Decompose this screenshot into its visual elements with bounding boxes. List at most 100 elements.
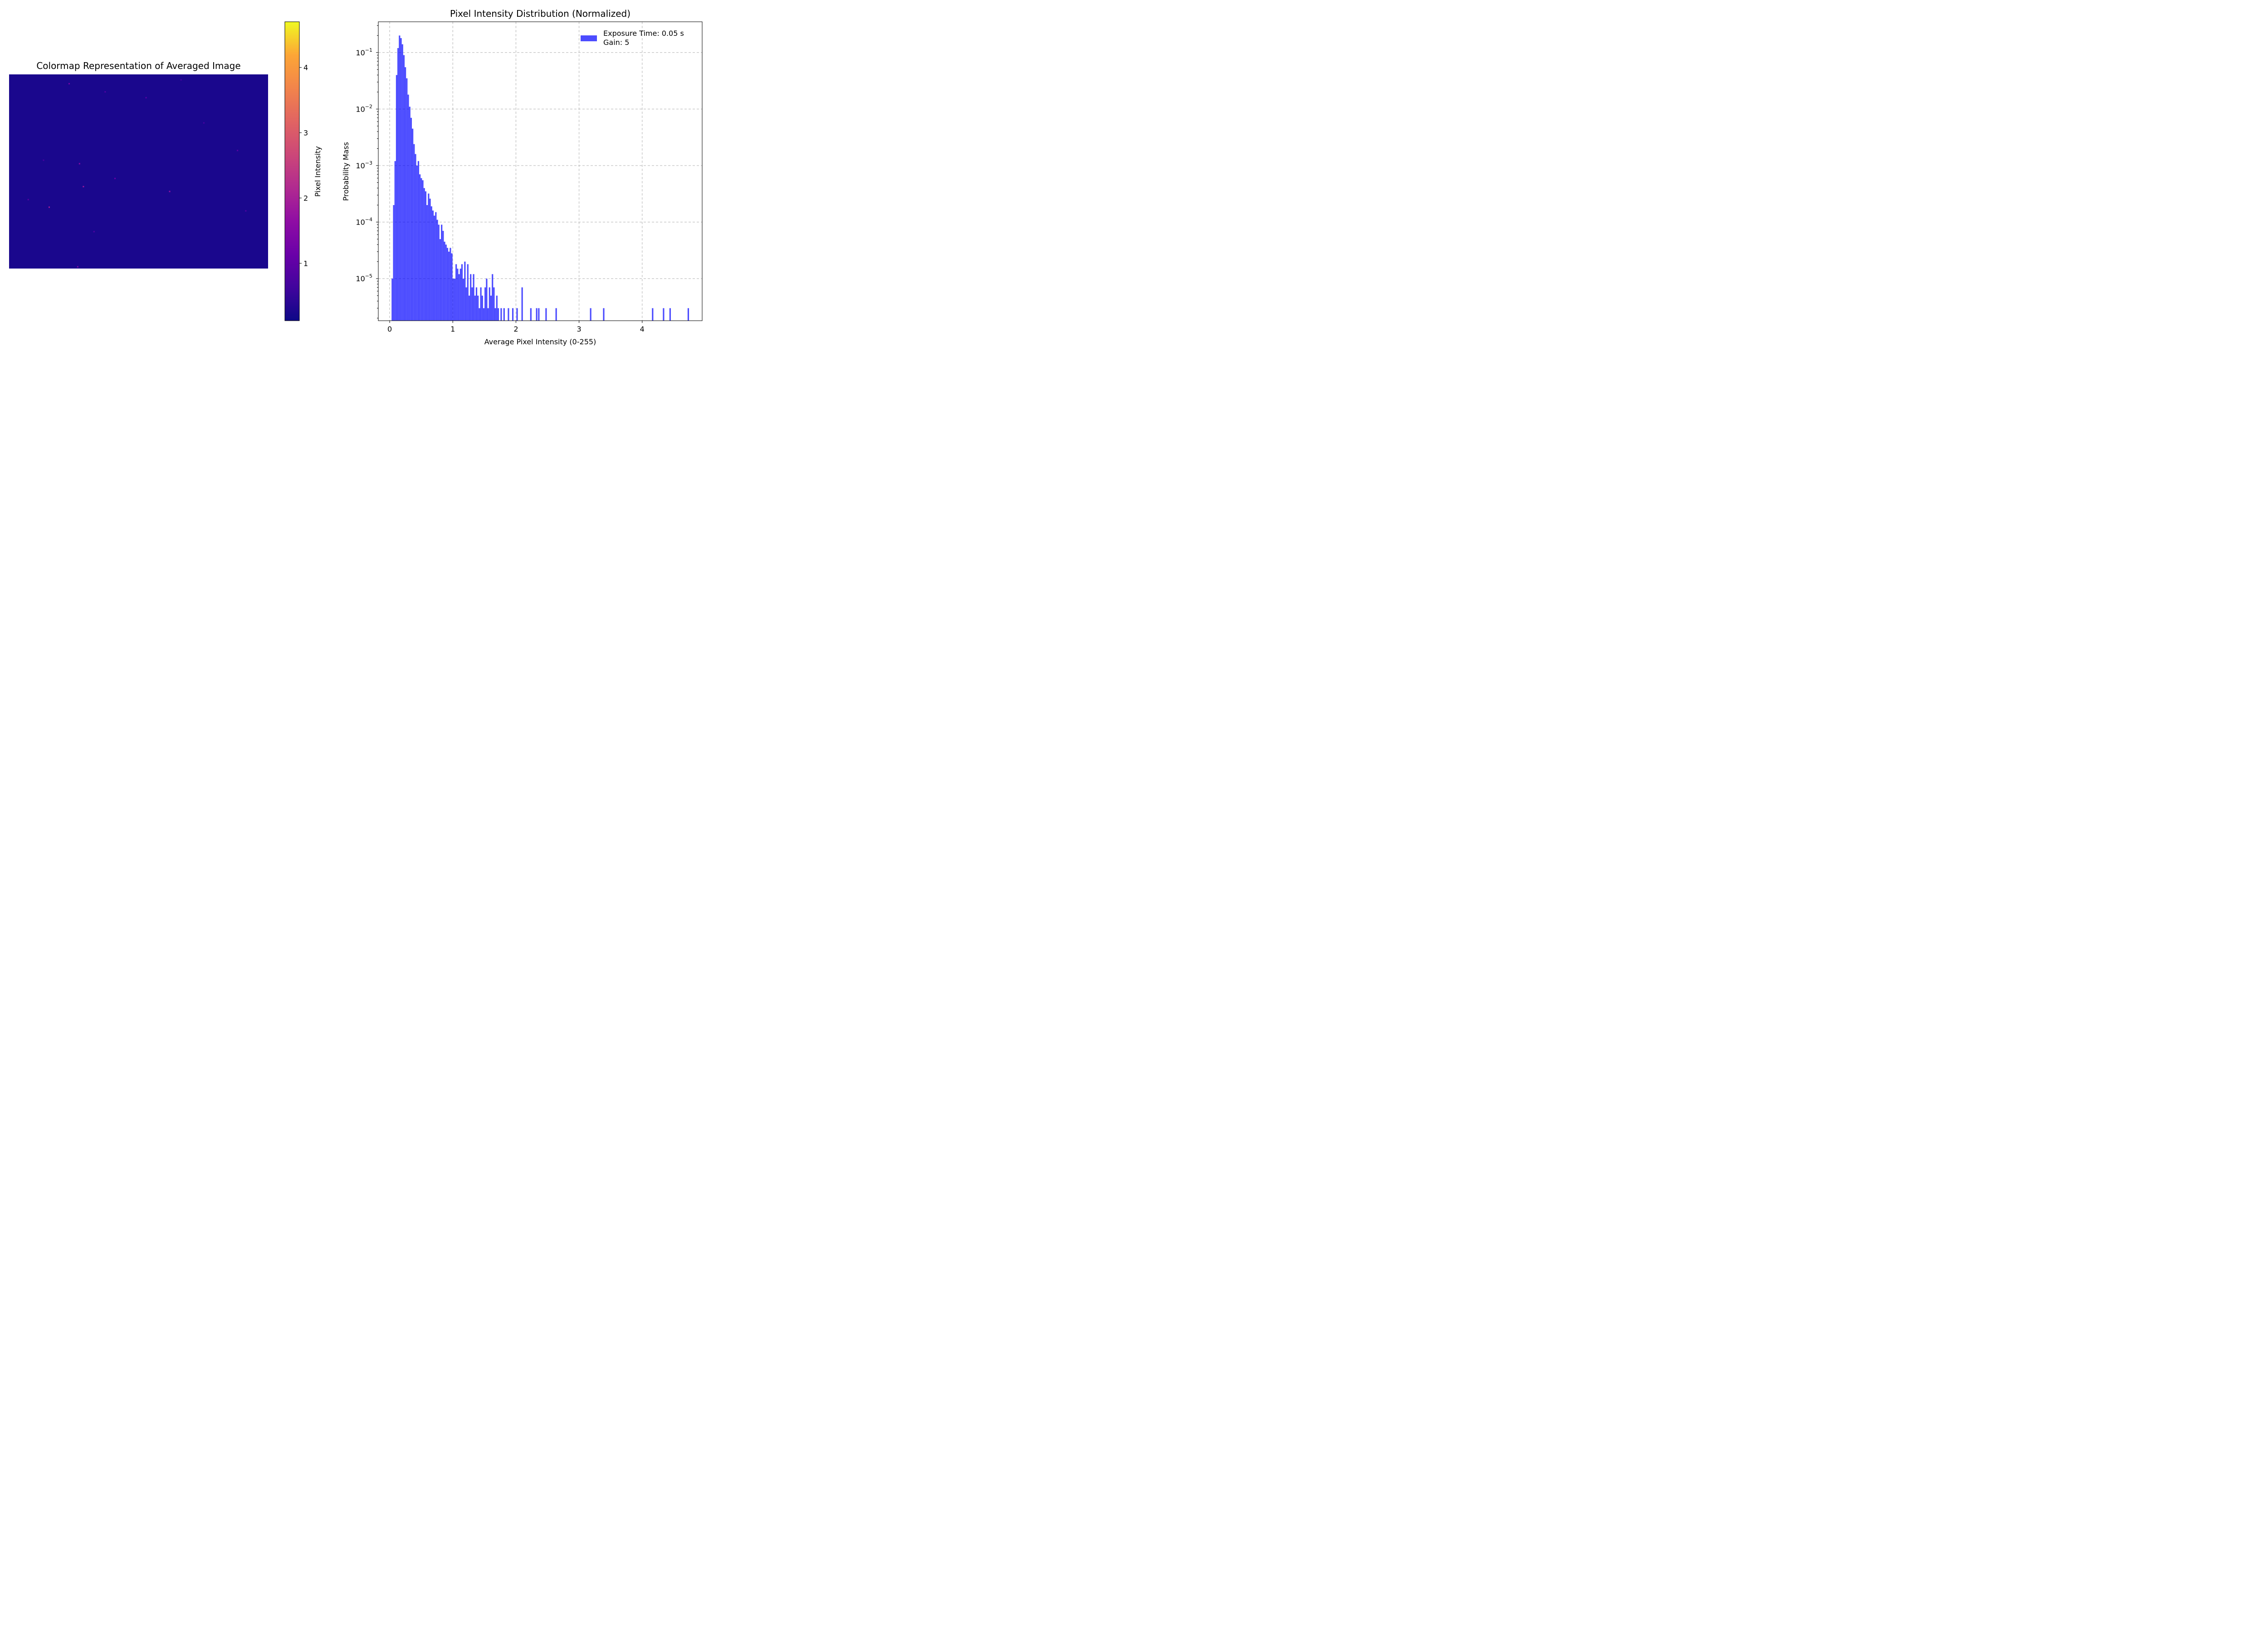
histogram-bar (516, 308, 518, 321)
histogram-bar (669, 308, 671, 321)
histogram-bar (393, 205, 395, 321)
colorbar-label: Pixel Intensity (313, 146, 322, 197)
histogram-bar (401, 44, 403, 321)
colorbar-tick-label: 2 (303, 194, 308, 202)
hot-pixels (27, 79, 247, 268)
histogram-bar (508, 308, 509, 321)
histogram-bar (423, 188, 425, 321)
hot-pixel (77, 266, 78, 268)
histogram-bar (436, 220, 438, 321)
y-tick-label: 10−5 (356, 273, 372, 283)
hot-pixel (114, 177, 116, 179)
histogram-bar (473, 274, 474, 321)
histogram-bar (417, 161, 420, 321)
histogram-bar (492, 274, 494, 321)
x-ticks: 0 1 2 3 4 (387, 321, 645, 333)
histogram-bar (458, 274, 460, 321)
histogram-bar (468, 295, 470, 321)
histogram-bar (391, 279, 393, 321)
y-tick-label: 10−1 (356, 47, 372, 57)
x-tick-label: 2 (513, 325, 518, 333)
histogram-bar (445, 244, 447, 321)
histogram-bar (467, 264, 469, 321)
histogram-bar (474, 295, 476, 321)
histogram-bar (555, 308, 557, 321)
colorbar-tick-label: 1 (303, 259, 308, 268)
colorbar-ticks: 1 2 3 4 (299, 64, 308, 268)
histogram-bar (412, 128, 414, 321)
hot-pixel (93, 231, 95, 233)
image-title: Colormap Representation of Averaged Imag… (36, 60, 240, 71)
histogram-bar (403, 55, 405, 321)
histogram-bar (405, 67, 406, 321)
hot-pixel (245, 210, 247, 212)
histogram-bar (477, 295, 479, 321)
histogram-bar (663, 308, 665, 321)
hot-pixel (27, 199, 29, 200)
histogram-bar (426, 205, 428, 321)
histogram-bar (538, 308, 540, 321)
histogram-bar (465, 287, 467, 321)
histogram-bar (503, 308, 505, 321)
histogram-bar (446, 248, 449, 321)
histogram-bar (484, 287, 486, 321)
histogram-bar (536, 308, 538, 321)
histogram-bar (483, 308, 485, 321)
hot-pixel (83, 186, 84, 187)
hot-pixel (104, 91, 106, 93)
histogram-bar (481, 295, 483, 321)
histogram-bar (452, 279, 454, 321)
histogram-bar (464, 261, 466, 321)
histogram-bar (425, 191, 427, 321)
histogram-bar (439, 239, 441, 321)
histogram-bar (407, 94, 409, 321)
histogram-bar (454, 279, 456, 321)
y-tick-label: 10−3 (356, 160, 372, 170)
histogram-bar (406, 78, 408, 321)
histogram-bar (415, 154, 416, 321)
histogram-bar (451, 253, 453, 321)
histogram-bar (448, 251, 450, 321)
hot-pixel (203, 122, 205, 124)
histogram-bar (416, 165, 418, 321)
histogram-bar (438, 225, 440, 321)
histogram-bar (590, 308, 591, 321)
histogram-bar (428, 193, 430, 321)
histogram-bar (420, 178, 422, 321)
averaged-image (9, 74, 268, 269)
histogram-bar (442, 230, 444, 321)
histogram-bar (397, 48, 399, 321)
x-tick-label: 4 (640, 325, 645, 333)
histogram-bar (512, 308, 514, 321)
histogram-bar (471, 287, 473, 321)
legend: Exposure Time: 0.05 s Gain: 5 (581, 29, 684, 47)
histogram-bar (487, 308, 489, 321)
histogram-bar (400, 38, 402, 321)
y-ticks: 10−5 10−4 10−3 10−2 10−1 (356, 25, 378, 318)
histogram-bar (457, 269, 459, 321)
histogram-bar (432, 210, 434, 321)
hot-pixel (49, 206, 50, 208)
histogram-bar (530, 308, 532, 321)
histogram-bar (409, 107, 411, 321)
histogram-title: Pixel Intensity Distribution (Normalized… (450, 8, 631, 19)
histogram-bar (493, 287, 495, 321)
histogram-bar (479, 308, 480, 321)
histogram-bar (603, 308, 605, 321)
y-axis-label: Probability Mass (342, 142, 350, 201)
hot-pixel (180, 79, 182, 81)
legend-swatch (581, 35, 597, 41)
y-tick-label: 10−2 (356, 103, 372, 113)
histogram-bar (500, 308, 502, 321)
histogram-bar (652, 308, 654, 321)
hot-pixel (78, 163, 80, 165)
x-tick-label: 1 (450, 325, 455, 333)
x-tick-label: 0 (387, 325, 392, 333)
histogram-bar (410, 117, 412, 321)
histogram-panel: Pixel Intensity Distribution (Normalized… (342, 8, 703, 346)
histogram-bar (486, 279, 488, 321)
colorbar: 1 2 3 4 Pixel Intensity (284, 21, 322, 321)
x-axis-label: Average Pixel Intensity (0-255) (484, 337, 596, 346)
histogram-bar (444, 241, 445, 321)
histogram-bar (434, 215, 435, 321)
